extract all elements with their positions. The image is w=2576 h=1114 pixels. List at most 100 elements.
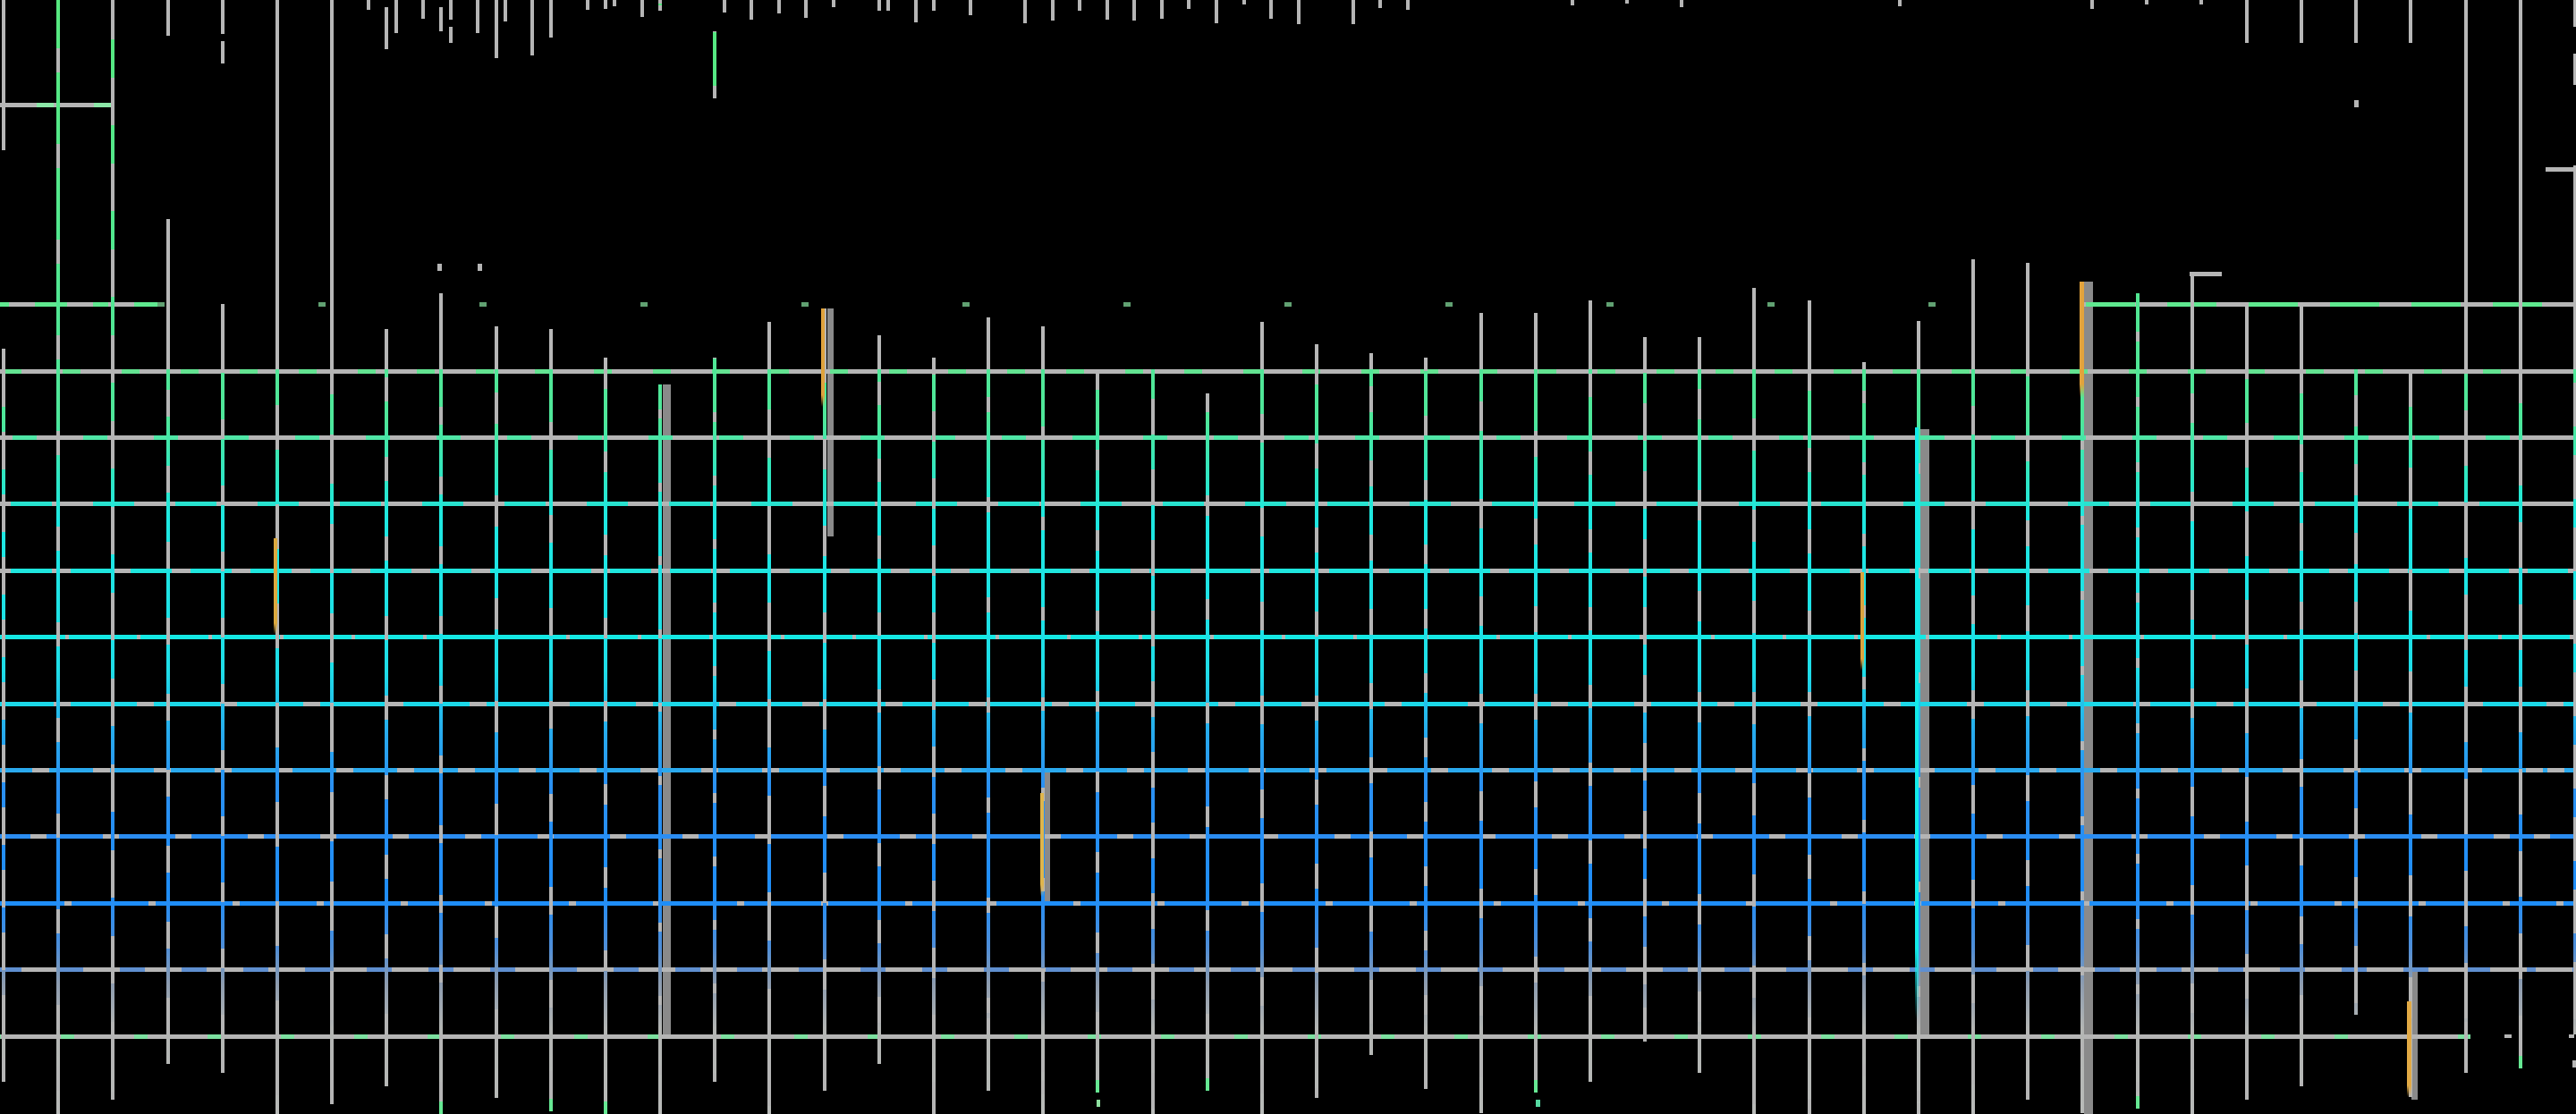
top-edge-dash <box>367 0 370 10</box>
grid-line-vertical <box>2080 282 2084 1113</box>
glitch-dot <box>1097 1100 1100 1107</box>
top-edge-dash <box>421 0 425 19</box>
grid-line-horizontal <box>2080 302 2576 307</box>
grid-line-horizontal <box>0 901 2576 906</box>
top-edge-dash <box>804 0 808 18</box>
grid-line-vertical <box>2300 369 2303 1086</box>
grid-line-vertical <box>221 369 225 1073</box>
grid-line-horizontal <box>0 302 157 307</box>
top-edge-dash <box>504 0 507 21</box>
grid-line-vertical <box>1151 369 1155 1114</box>
grid-line-vertical <box>2 369 5 1082</box>
grid-line-vertical <box>2354 369 2358 1015</box>
grid-line-vertical <box>111 0 114 1100</box>
grid-line-horizontal <box>0 502 2576 506</box>
green-tip <box>1206 1078 1209 1091</box>
grid-line-horizontal <box>2546 167 2576 172</box>
grid-line-vertical-gray <box>2300 302 2303 369</box>
grid-line-vertical-gray <box>330 0 334 369</box>
grid-line-vertical <box>275 369 279 1114</box>
grid-line-vertical <box>658 0 662 11</box>
grid-line-vertical-gray <box>1643 337 1647 369</box>
top-edge-dash <box>449 27 453 43</box>
top-edge-dash <box>1078 0 1081 11</box>
grid-line-vertical <box>1479 369 1483 1113</box>
grid-line-vertical-gray <box>549 0 553 38</box>
grid-line-vertical-gray <box>1534 313 1538 369</box>
grid-line-vertical-gray <box>385 7 388 49</box>
grid-line-vertical <box>2573 369 2576 1034</box>
accent-segment <box>1040 793 1044 897</box>
gray-shadow-band <box>2084 282 2093 1114</box>
grid-line-vertical <box>1315 369 1318 1098</box>
accent-segment <box>274 538 277 635</box>
grid-line-vertical <box>1589 369 1592 1082</box>
grid-line-vertical <box>2245 369 2249 1100</box>
glitch-dot <box>1536 1100 1540 1107</box>
top-edge-dash <box>1625 0 1629 4</box>
accent-segment <box>2080 282 2084 398</box>
grid-line-vertical-gray <box>1589 300 1592 369</box>
top-edge-dash <box>394 0 398 33</box>
green-tip <box>439 1101 443 1114</box>
green-tip <box>604 1101 607 1114</box>
grid-line-vertical-gray <box>1260 322 1264 369</box>
glitch-dot <box>437 264 442 271</box>
glitch-dot <box>2504 1034 2512 1038</box>
grid-line-vertical-gray <box>2245 0 2249 43</box>
gray-shadow-band <box>827 308 834 536</box>
grid-line-vertical <box>877 369 881 1064</box>
grid-line-horizontal <box>0 569 2576 573</box>
grid-line-vertical-gray <box>1315 344 1318 369</box>
green-tip <box>1534 1080 1538 1093</box>
top-edge-dash <box>1187 0 1191 9</box>
grid-line-vertical <box>1534 369 1538 1093</box>
grid-line-vertical-gray <box>1479 313 1483 369</box>
grid-line-vertical <box>1424 369 1428 1089</box>
grid-line-vertical <box>1206 393 1209 1091</box>
grid-line-vertical <box>1752 369 1756 1114</box>
top-edge-dash <box>750 0 753 20</box>
grid-line-vertical-gray <box>221 304 225 369</box>
grid-line-vertical-gray <box>2464 0 2468 369</box>
top-edge-dash <box>777 0 781 13</box>
grid-line-vertical <box>2136 293 2140 1109</box>
top-edge-dash <box>640 0 644 17</box>
grid-line-vertical-gray <box>2573 165 2576 369</box>
grid-line-vertical <box>767 369 771 1114</box>
top-edge-dash <box>723 0 726 13</box>
grid-line-vertical-gray <box>221 0 225 34</box>
grid-line-vertical-gray <box>877 335 881 369</box>
top-edge-dash <box>586 0 589 10</box>
grid-line-vertical-gray <box>1917 321 1920 369</box>
top-edge-dash <box>1406 0 1410 10</box>
green-tip <box>2136 1096 2140 1109</box>
top-edge-dash <box>886 0 890 11</box>
grid-line-vertical-gray <box>1971 259 1975 369</box>
top-edge-dash <box>530 0 534 55</box>
grid-line-vertical-gray <box>2409 0 2412 43</box>
grid-line-vertical <box>932 369 936 1114</box>
grid-line-vertical <box>330 369 334 1104</box>
grid-line-horizontal <box>0 768 2576 772</box>
grid-line-horizontal <box>0 635 2576 639</box>
grid-line-vertical-gray <box>1752 288 1756 369</box>
grid-line-vertical-gray <box>2519 0 2522 369</box>
grid-line-vertical-gray <box>2245 302 2249 369</box>
grid-line-vertical <box>713 31 716 98</box>
top-edge-dash <box>1898 0 1902 6</box>
grid-line-vertical-gray <box>166 0 170 36</box>
grid-line-vertical-gray <box>604 358 607 369</box>
grid-line-vertical <box>495 369 498 1098</box>
grid-line-vertical-gray <box>439 293 443 369</box>
top-edge-dash <box>969 0 972 15</box>
grid-line-vertical-gray <box>275 0 279 369</box>
accent-segment <box>821 308 825 407</box>
top-edge-dash <box>1571 0 1574 5</box>
grid-line-vertical-gray <box>439 7 443 31</box>
top-edge-dash <box>1269 0 1273 19</box>
glitch-dot <box>478 264 482 271</box>
accent-segment <box>1915 427 1919 1019</box>
grid-line-vertical <box>823 369 826 1091</box>
